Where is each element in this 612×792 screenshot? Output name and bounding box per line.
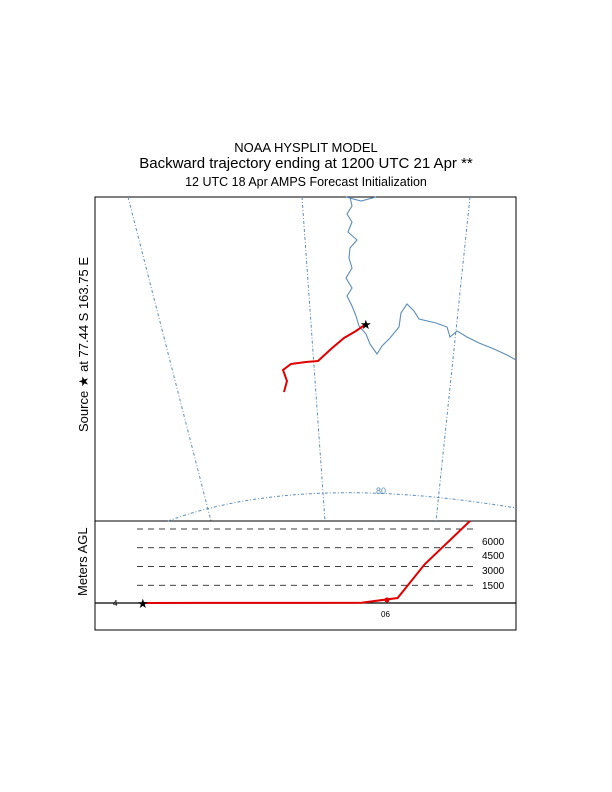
meridian-line (301, 196, 326, 522)
meridian-lines (127, 196, 471, 522)
height-axis-label: Meters AGL (75, 527, 90, 596)
source-star-height: ★ (137, 596, 149, 611)
height-reference-lines (137, 528, 476, 586)
chart-title: NOAA HYSPLIT MODEL (234, 140, 378, 155)
source-star-map: ★ (360, 317, 372, 332)
height-profile-path (143, 520, 471, 604)
height-panel-frame (94, 520, 517, 631)
meridian-line (127, 196, 212, 522)
ytick-label-3000: 3000 (482, 566, 505, 577)
ytick-label-4500: 4500 (482, 551, 505, 562)
trajectory-map-path (281, 323, 367, 393)
chart-init-line: 12 UTC 18 Apr AMPS Forecast Initializati… (185, 175, 427, 189)
latitude-circle (167, 492, 517, 522)
height-marker-06 (384, 597, 390, 603)
coastline-north (345, 196, 377, 202)
coastline (345, 196, 517, 361)
x-marker-label-4: 4 (113, 599, 118, 608)
meridian-line (435, 196, 471, 522)
x-marker-label-06: 06 (381, 610, 390, 619)
latitude-label: 80 (376, 486, 386, 496)
ytick-label-6000: 6000 (482, 537, 505, 548)
source-location-label: Source ★ at 77.44 S 163.75 E (76, 257, 91, 432)
ytick-label-1500: 1500 (482, 581, 505, 592)
chart-subtitle: Backward trajectory ending at 1200 UTC 2… (139, 155, 473, 172)
